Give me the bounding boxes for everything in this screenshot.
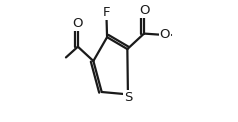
Text: O: O — [139, 4, 149, 17]
Text: O: O — [160, 28, 170, 41]
Text: F: F — [103, 6, 110, 19]
Text: O: O — [73, 17, 83, 30]
Text: S: S — [124, 92, 133, 104]
